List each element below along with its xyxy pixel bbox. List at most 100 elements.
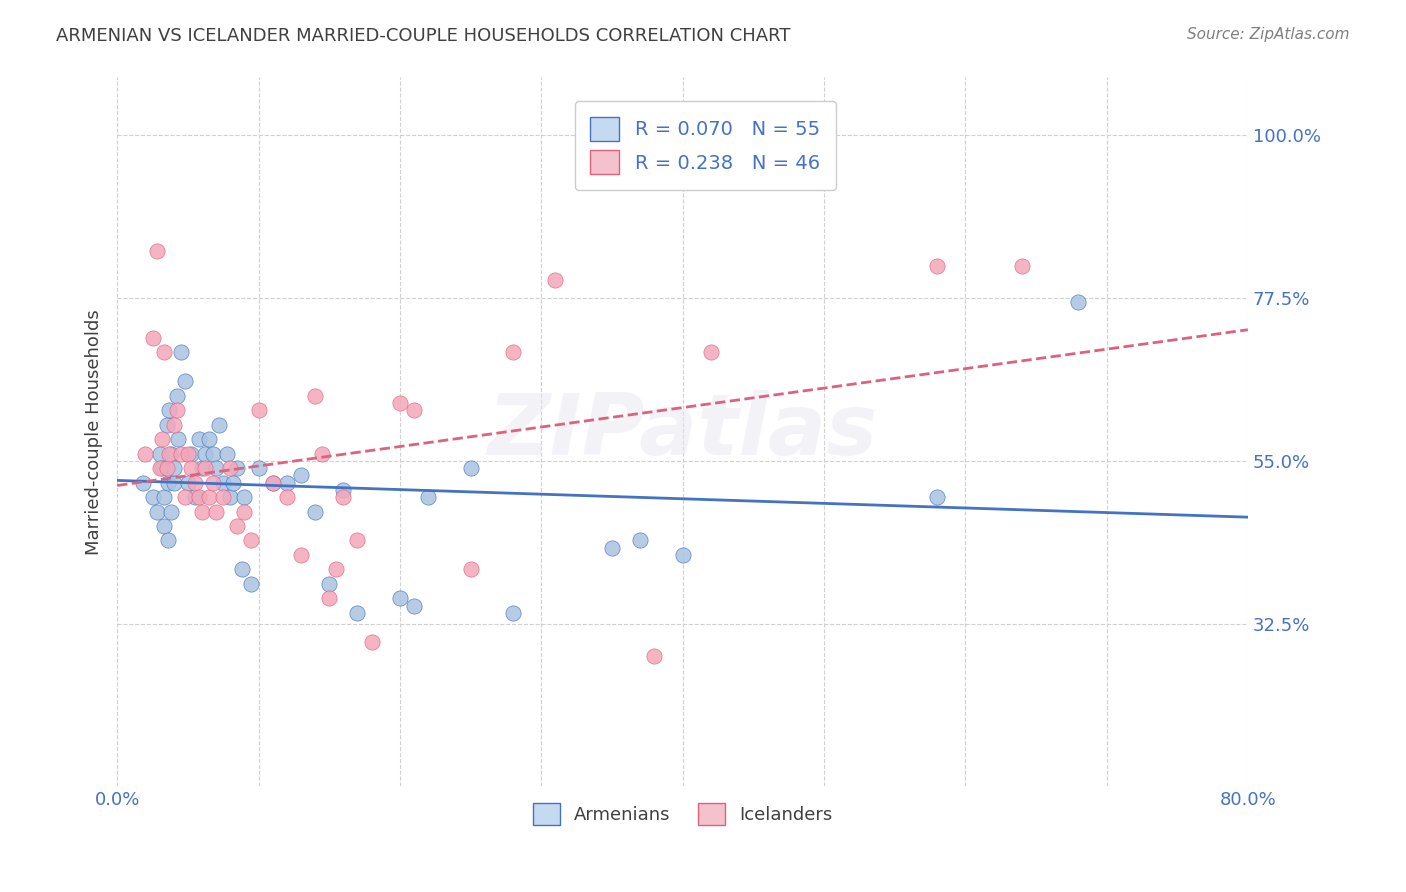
Point bbox=[700, 345, 723, 359]
Point bbox=[276, 490, 298, 504]
Point bbox=[304, 504, 326, 518]
Point bbox=[628, 533, 651, 548]
Point bbox=[671, 548, 693, 562]
Point bbox=[152, 461, 174, 475]
Point bbox=[205, 504, 228, 518]
Point bbox=[153, 519, 176, 533]
Point bbox=[346, 606, 368, 620]
Point bbox=[304, 389, 326, 403]
Point bbox=[156, 417, 179, 432]
Y-axis label: Married-couple Households: Married-couple Households bbox=[86, 310, 103, 555]
Point bbox=[152, 432, 174, 446]
Point bbox=[402, 599, 425, 613]
Point bbox=[219, 490, 242, 504]
Point bbox=[170, 345, 193, 359]
Point bbox=[163, 417, 186, 432]
Point bbox=[167, 432, 190, 446]
Point bbox=[184, 490, 207, 504]
Point bbox=[198, 490, 221, 504]
Point bbox=[262, 475, 284, 490]
Point bbox=[388, 396, 411, 410]
Point bbox=[318, 577, 340, 591]
Point bbox=[247, 403, 270, 417]
Point bbox=[219, 461, 242, 475]
Point bbox=[643, 649, 665, 664]
Point bbox=[194, 461, 217, 475]
Point bbox=[208, 417, 231, 432]
Point bbox=[240, 533, 263, 548]
Text: ZIPatlas: ZIPatlas bbox=[488, 391, 877, 474]
Point bbox=[460, 562, 482, 576]
Point bbox=[460, 461, 482, 475]
Point bbox=[194, 447, 217, 461]
Point bbox=[141, 331, 163, 345]
Point bbox=[191, 504, 214, 518]
Point bbox=[388, 591, 411, 606]
Point bbox=[191, 461, 214, 475]
Point bbox=[174, 490, 197, 504]
Point bbox=[217, 447, 239, 461]
Point bbox=[1011, 259, 1033, 273]
Point bbox=[247, 461, 270, 475]
Point bbox=[502, 345, 524, 359]
Point bbox=[925, 490, 948, 504]
Point bbox=[240, 577, 263, 591]
Point bbox=[163, 475, 186, 490]
Point bbox=[332, 490, 354, 504]
Point bbox=[160, 447, 183, 461]
Point bbox=[184, 475, 207, 490]
Point bbox=[157, 533, 180, 548]
Point bbox=[226, 519, 249, 533]
Text: ARMENIAN VS ICELANDER MARRIED-COUPLE HOUSEHOLDS CORRELATION CHART: ARMENIAN VS ICELANDER MARRIED-COUPLE HOU… bbox=[56, 27, 790, 45]
Point bbox=[160, 504, 183, 518]
Point bbox=[311, 447, 333, 461]
Point bbox=[290, 468, 312, 483]
Point bbox=[212, 490, 235, 504]
Point bbox=[262, 475, 284, 490]
Point bbox=[153, 345, 176, 359]
Point bbox=[149, 461, 172, 475]
Point bbox=[198, 432, 221, 446]
Point bbox=[188, 490, 211, 504]
Point bbox=[202, 447, 225, 461]
Point bbox=[212, 475, 235, 490]
Point bbox=[145, 504, 167, 518]
Point bbox=[600, 541, 623, 555]
Point bbox=[925, 259, 948, 273]
Point bbox=[149, 447, 172, 461]
Point bbox=[180, 447, 202, 461]
Point bbox=[222, 475, 245, 490]
Point bbox=[544, 273, 567, 287]
Point bbox=[156, 461, 179, 475]
Point bbox=[166, 389, 188, 403]
Point bbox=[360, 634, 382, 648]
Point bbox=[174, 374, 197, 388]
Point bbox=[233, 504, 256, 518]
Point bbox=[202, 475, 225, 490]
Point bbox=[402, 403, 425, 417]
Point bbox=[159, 403, 181, 417]
Point bbox=[332, 483, 354, 497]
Point bbox=[180, 461, 202, 475]
Point bbox=[233, 490, 256, 504]
Legend: Armenians, Icelanders: Armenians, Icelanders bbox=[523, 794, 841, 834]
Point bbox=[159, 447, 181, 461]
Point bbox=[131, 475, 153, 490]
Point bbox=[163, 461, 186, 475]
Point bbox=[502, 606, 524, 620]
Point bbox=[145, 244, 167, 258]
Point bbox=[166, 403, 188, 417]
Point bbox=[153, 490, 176, 504]
Point bbox=[318, 591, 340, 606]
Point bbox=[188, 432, 211, 446]
Point bbox=[177, 447, 200, 461]
Text: Source: ZipAtlas.com: Source: ZipAtlas.com bbox=[1187, 27, 1350, 42]
Point bbox=[226, 461, 249, 475]
Point bbox=[177, 475, 200, 490]
Point bbox=[416, 490, 439, 504]
Point bbox=[157, 475, 180, 490]
Point bbox=[170, 447, 193, 461]
Point bbox=[231, 562, 253, 576]
Point bbox=[290, 548, 312, 562]
Point bbox=[1067, 294, 1090, 309]
